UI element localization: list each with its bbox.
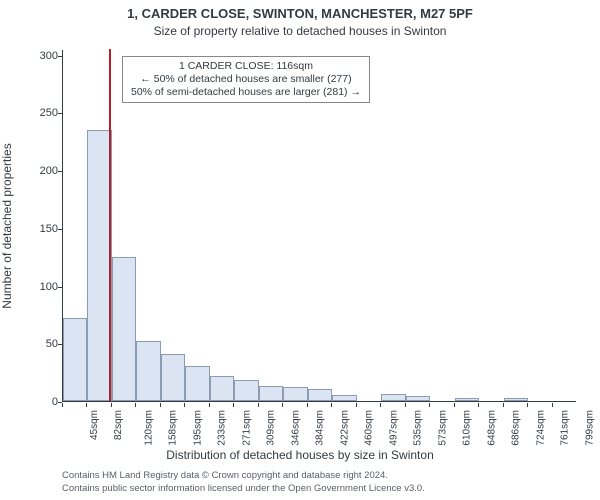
histogram-bar — [161, 354, 185, 401]
x-tick-mark — [160, 403, 161, 407]
x-tick-mark — [233, 403, 234, 407]
x-tick-mark — [454, 403, 455, 407]
annotation-box: 1 CARDER CLOSE: 116sqm ← 50% of detached… — [122, 56, 370, 103]
y-tick-label: 100 — [18, 281, 58, 293]
y-tick-mark — [58, 344, 62, 345]
x-tick-label: 120sqm — [144, 410, 155, 446]
histogram-bar — [136, 341, 160, 401]
x-tick-mark — [111, 403, 112, 407]
y-tick-label: 0 — [18, 396, 58, 408]
x-tick-mark — [356, 403, 357, 407]
x-tick-mark — [478, 403, 479, 407]
x-tick-label: 82sqm — [113, 410, 124, 440]
x-tick-mark — [331, 403, 332, 407]
x-tick-mark — [62, 403, 63, 407]
x-axis-label: Distribution of detached houses by size … — [0, 448, 600, 462]
histogram-bar — [381, 394, 405, 401]
y-tick-label: 200 — [18, 165, 58, 177]
y-tick-label: 50 — [18, 338, 58, 350]
x-tick-mark — [307, 403, 308, 407]
y-tick-mark — [58, 287, 62, 288]
x-tick-mark — [380, 403, 381, 407]
x-tick-mark — [86, 403, 87, 407]
x-tick-mark — [503, 403, 504, 407]
x-tick-mark — [527, 403, 528, 407]
histogram-bar — [112, 257, 136, 401]
x-tick-label: 384sqm — [315, 410, 326, 446]
x-tick-label: 45sqm — [89, 410, 100, 440]
x-tick-label: 724sqm — [535, 410, 546, 446]
histogram-bar — [406, 396, 430, 401]
x-tick-mark — [429, 403, 430, 407]
x-tick-label: 158sqm — [168, 410, 179, 446]
y-tick-label: 150 — [18, 223, 58, 235]
chart-title-sub: Size of property relative to detached ho… — [0, 24, 600, 38]
chart-title-main: 1, CARDER CLOSE, SWINTON, MANCHESTER, M2… — [0, 6, 600, 21]
x-tick-label: 761sqm — [560, 410, 571, 446]
annotation-line-1: 1 CARDER CLOSE: 116sqm — [131, 60, 361, 73]
x-tick-label: 573sqm — [437, 410, 448, 446]
x-tick-mark — [405, 403, 406, 407]
x-tick-label: 271sqm — [241, 410, 252, 446]
y-axis-label: Number of detached properties — [0, 143, 14, 308]
histogram-bar — [210, 376, 234, 401]
x-tick-mark — [282, 403, 283, 407]
y-tick-label: 250 — [18, 107, 58, 119]
y-tick-mark — [58, 113, 62, 114]
x-tick-label: 346sqm — [290, 410, 301, 446]
x-tick-label: 195sqm — [192, 410, 203, 446]
y-tick-mark — [58, 56, 62, 57]
y-tick-mark — [58, 229, 62, 230]
x-tick-label: 610sqm — [462, 410, 473, 446]
property-marker-line — [109, 49, 111, 401]
x-tick-mark — [209, 403, 210, 407]
y-tick-label: 300 — [18, 50, 58, 62]
histogram-bar — [234, 380, 258, 401]
y-tick-mark — [58, 171, 62, 172]
x-tick-mark — [184, 403, 185, 407]
credits-line-2: Contains public sector information licen… — [62, 483, 425, 495]
histogram-bar — [308, 389, 332, 401]
histogram-bar — [455, 398, 479, 401]
histogram-bar — [185, 366, 209, 401]
x-tick-label: 460sqm — [364, 410, 375, 446]
x-tick-label: 648sqm — [486, 410, 497, 446]
annotation-line-3: 50% of semi-detached houses are larger (… — [131, 86, 361, 99]
histogram-bar — [259, 386, 283, 401]
histogram-bar — [87, 130, 111, 401]
x-tick-mark — [258, 403, 259, 407]
x-tick-label: 497sqm — [388, 410, 399, 446]
annotation-line-2: ← 50% of detached houses are smaller (27… — [131, 73, 361, 86]
histogram-bar — [283, 387, 307, 401]
chart-container: 1, CARDER CLOSE, SWINTON, MANCHESTER, M2… — [0, 0, 600, 500]
x-tick-label: 233sqm — [217, 410, 228, 446]
x-tick-mark — [135, 403, 136, 407]
credits-line-1: Contains HM Land Registry data © Crown c… — [62, 470, 388, 482]
x-tick-mark — [552, 403, 553, 407]
x-tick-label: 422sqm — [339, 410, 350, 446]
x-tick-label: 535sqm — [413, 410, 424, 446]
x-tick-label: 686sqm — [511, 410, 522, 446]
x-tick-label: 799sqm — [584, 410, 595, 446]
x-tick-label: 309sqm — [266, 410, 277, 446]
histogram-bar — [63, 318, 87, 401]
histogram-bar — [504, 398, 528, 401]
histogram-bar — [332, 395, 356, 401]
